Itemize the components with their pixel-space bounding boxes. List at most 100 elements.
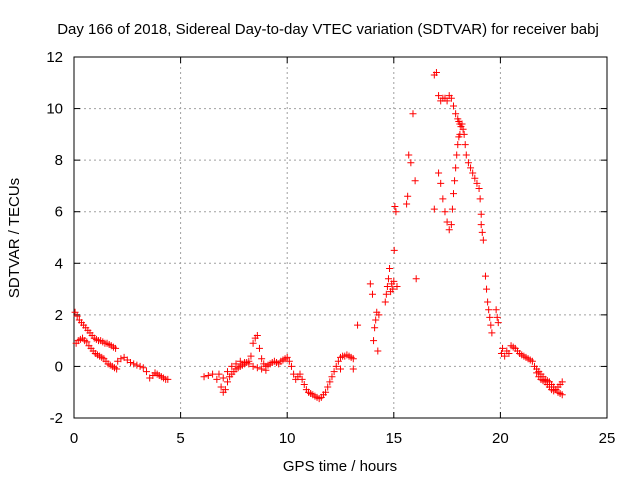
data-point	[290, 370, 298, 378]
data-point	[219, 374, 227, 382]
data-point	[439, 195, 447, 203]
data-point	[469, 169, 477, 177]
data-point	[349, 355, 357, 363]
y-tick-label: 6	[55, 204, 63, 221]
series-late-lower-band	[533, 369, 566, 395]
data-point	[476, 195, 484, 203]
data-point	[475, 185, 483, 193]
data-point	[404, 192, 412, 200]
data-point	[486, 313, 494, 321]
data-point	[262, 366, 270, 374]
data-point	[217, 383, 225, 391]
data-point	[493, 313, 501, 321]
data-points	[71, 68, 566, 403]
data-point	[558, 378, 566, 386]
data-point	[324, 383, 332, 391]
data-point	[247, 352, 255, 360]
x-tick-label: 25	[599, 430, 616, 447]
data-point	[73, 312, 81, 320]
data-point	[384, 275, 392, 283]
data-point	[255, 344, 263, 352]
data-point	[298, 375, 306, 383]
data-point	[407, 159, 415, 167]
data-point	[136, 362, 144, 370]
data-point	[337, 365, 344, 373]
data-point	[213, 375, 221, 383]
data-point	[241, 359, 249, 367]
data-point	[322, 388, 330, 396]
data-point	[164, 375, 172, 383]
x-axis-label: GPS time / hours	[283, 458, 397, 475]
data-point	[477, 221, 485, 229]
data-point	[437, 179, 445, 187]
data-point	[443, 218, 451, 226]
y-tick-label: 12	[46, 49, 63, 66]
data-point	[381, 298, 389, 306]
y-tick-label: 10	[46, 101, 63, 118]
y-tick-label: 4	[55, 255, 63, 272]
data-point	[390, 246, 398, 254]
data-point	[224, 368, 232, 376]
data-point	[326, 378, 334, 386]
y-tick-label: 0	[55, 358, 63, 375]
data-point	[228, 362, 236, 370]
data-point	[458, 120, 466, 128]
data-point	[330, 368, 338, 376]
data-point	[142, 368, 150, 376]
data-point	[443, 97, 451, 105]
y-axis-label: SDTVAR / TECUs	[6, 178, 23, 298]
data-point	[253, 364, 261, 372]
grid-lines	[74, 57, 607, 418]
data-point	[488, 329, 496, 337]
data-point	[372, 316, 380, 324]
data-point	[452, 110, 460, 118]
data-point	[285, 357, 293, 365]
data-point	[441, 208, 449, 216]
data-point	[126, 359, 134, 367]
data-point	[467, 164, 475, 172]
data-point	[112, 344, 120, 352]
data-point	[528, 357, 536, 365]
data-point	[386, 264, 394, 272]
data-point	[375, 311, 383, 319]
data-point	[245, 360, 253, 368]
data-point	[461, 141, 469, 149]
data-point	[221, 386, 229, 394]
series-evening-peak	[430, 68, 485, 218]
data-point	[366, 280, 374, 288]
data-point	[113, 365, 121, 373]
data-point	[300, 380, 308, 388]
series-lower-track	[72, 334, 121, 373]
data-point	[224, 378, 232, 386]
data-point	[405, 151, 413, 159]
data-point	[471, 174, 479, 182]
axis-ticks	[73, 56, 608, 419]
data-point	[383, 282, 391, 290]
series-midday	[200, 331, 357, 403]
data-point	[200, 373, 208, 381]
x-tick-labels: 0 5 10 15 20 25	[70, 430, 616, 447]
data-point	[370, 337, 378, 345]
data-point	[477, 210, 485, 218]
data-point	[448, 205, 456, 213]
y-tick-labels: -2 0 2 4 6 8 10 12	[46, 49, 63, 427]
data-point	[445, 226, 453, 234]
data-point	[249, 362, 257, 370]
plot-frame	[73, 56, 608, 419]
x-tick-label: 15	[385, 430, 402, 447]
data-point	[287, 362, 295, 370]
series-evening-inner-band	[430, 130, 487, 244]
data-point	[558, 391, 566, 399]
data-point	[130, 360, 138, 368]
data-point	[481, 272, 489, 280]
data-point	[393, 282, 401, 290]
data-point	[494, 319, 502, 327]
data-point	[435, 169, 443, 177]
data-point	[479, 236, 487, 244]
series-upper-track	[71, 308, 172, 383]
data-point	[403, 200, 411, 208]
data-point	[117, 355, 125, 363]
data-point	[368, 290, 376, 298]
data-point	[236, 357, 244, 365]
